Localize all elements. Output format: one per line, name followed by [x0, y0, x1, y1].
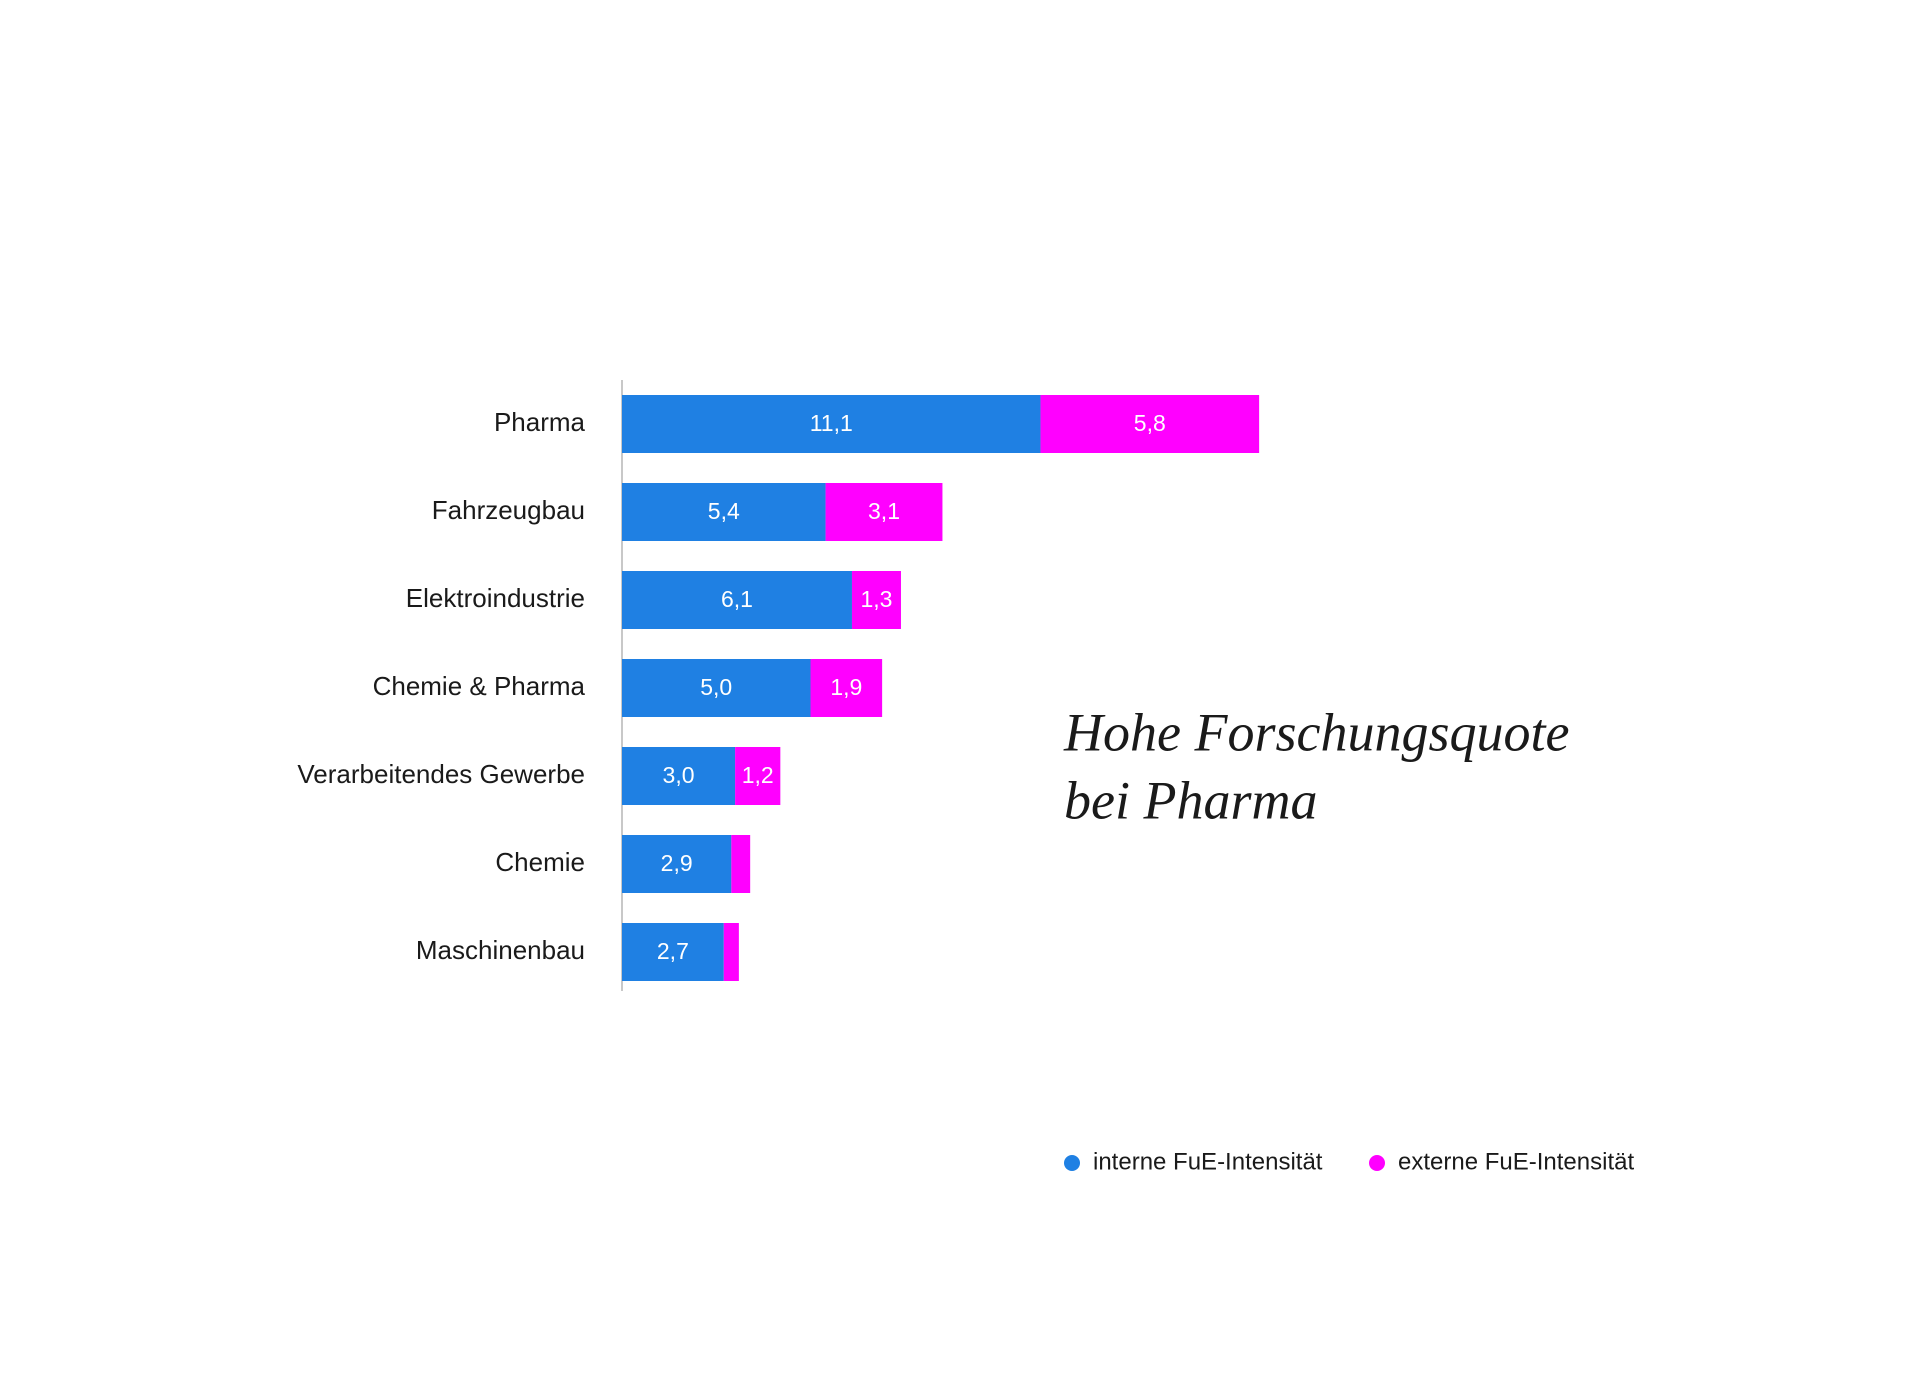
bar-segment — [622, 483, 826, 541]
bar-segment — [622, 395, 1041, 453]
bar-segment — [851, 571, 901, 629]
bar-segment — [1040, 395, 1260, 453]
value-label: 11,1 — [810, 410, 853, 436]
bar-segment — [731, 835, 751, 893]
value-label: 1,3 — [860, 586, 892, 612]
category-label: Fahrzeugbau — [432, 495, 585, 525]
value-label: 2,9 — [661, 850, 693, 876]
value-label: 1,9 — [830, 674, 862, 700]
bar-segment — [622, 835, 732, 893]
annotation: Hohe Forschungsquote — [1063, 702, 1569, 762]
legend-marker — [1064, 1155, 1080, 1171]
bar-segment — [810, 659, 883, 717]
value-label: 5,8 — [1134, 410, 1166, 436]
value-label: 3,1 — [868, 498, 900, 524]
category-label: Pharma — [494, 407, 586, 437]
value-label: 1,2 — [742, 762, 774, 788]
bar-segment — [622, 571, 852, 629]
category-label: Elektroindustrie — [406, 583, 585, 613]
bar-segment — [622, 923, 724, 981]
category-label: Chemie & Pharma — [373, 671, 586, 701]
bar-segment — [735, 747, 781, 805]
bar-segment — [622, 659, 811, 717]
category-label: Verarbeitendes Gewerbe — [297, 759, 585, 789]
bar-segment — [825, 483, 943, 541]
legend-label: externe FuE-Intensität — [1398, 1148, 1634, 1175]
value-label: 5,4 — [708, 498, 740, 524]
value-label: 3,0 — [663, 762, 695, 788]
category-label: Chemie — [495, 847, 585, 877]
value-label: 6,1 — [721, 586, 753, 612]
legend-label: interne FuE-Intensität — [1093, 1148, 1323, 1175]
annotation: bei Pharma — [1064, 770, 1317, 830]
bar-segment — [622, 747, 736, 805]
legend-marker — [1369, 1155, 1385, 1171]
value-label: 2,7 — [657, 938, 689, 964]
bar-segment — [723, 923, 739, 981]
value-label: 5,0 — [700, 674, 732, 700]
category-label: Maschinenbau — [416, 935, 585, 965]
